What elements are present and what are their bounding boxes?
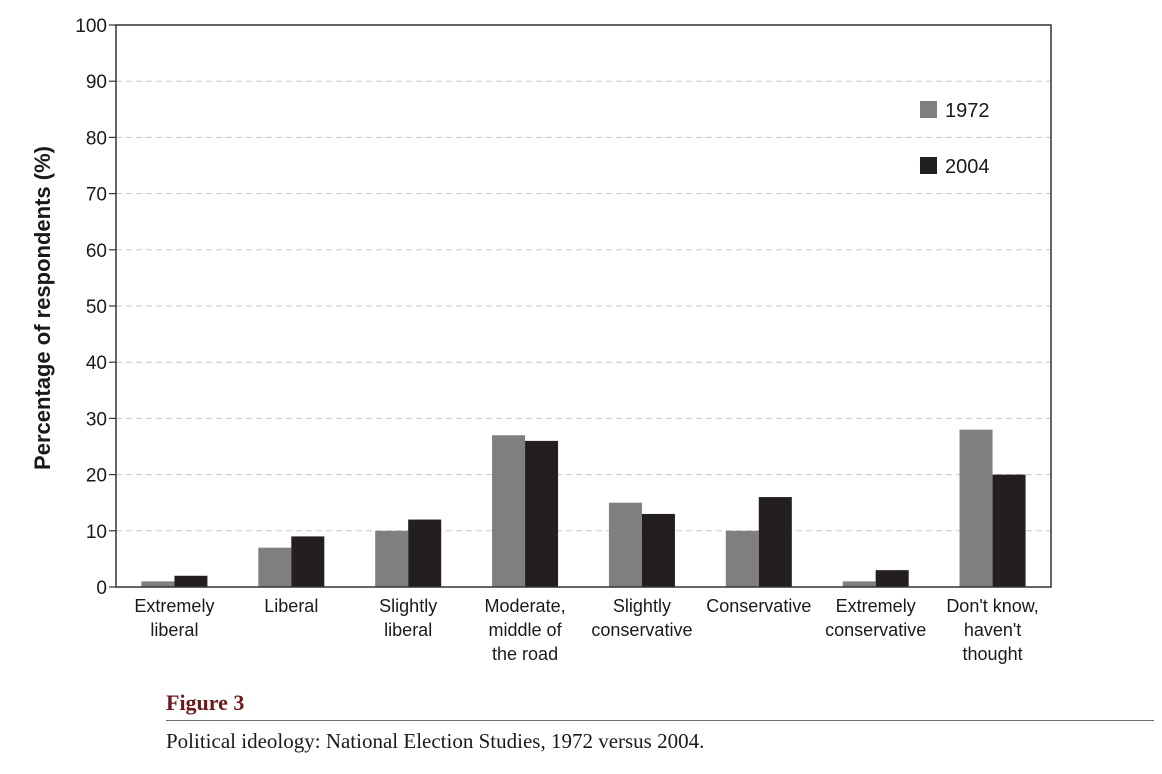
legend-swatch-1972	[920, 101, 937, 118]
y-tick-label: 30	[86, 409, 107, 430]
bar-chart: 0 10 20 30 40 50 60 70 80 90 100 Extremely liberal L…	[30, 16, 1052, 664]
bar-2004	[525, 440, 559, 587]
bar-1972	[258, 547, 292, 587]
y-tick-label: 80	[86, 128, 107, 149]
bars	[141, 429, 1026, 587]
y-tick-label: 50	[86, 297, 107, 318]
bar-1972	[959, 429, 993, 587]
bar-1972	[141, 581, 175, 587]
x-category-label: Extremely liberal	[134, 596, 214, 640]
x-category-label: Slightly conservative	[591, 596, 692, 640]
bar-2004	[291, 536, 325, 587]
x-category-label: Don't know, haven't thought	[946, 596, 1039, 664]
x-category-label: Moderate, middle of the road	[485, 596, 566, 664]
bar-2004	[174, 575, 208, 587]
bar-1972	[608, 502, 642, 587]
x-category-label: Extremely conservative	[825, 596, 926, 640]
x-category-label: Slightly liberal	[379, 596, 437, 640]
y-tick-label: 60	[86, 241, 107, 262]
bar-2004	[408, 519, 442, 587]
legend-swatch-2004	[920, 157, 937, 174]
bar-2004	[875, 570, 909, 587]
caption-divider	[166, 720, 1154, 721]
y-tick-label: 70	[86, 185, 107, 206]
x-category-label: Conservative	[706, 596, 811, 616]
bar-1972	[492, 435, 526, 587]
y-tick-label: 10	[86, 522, 107, 543]
legend-label-1972: 1972	[945, 100, 990, 122]
y-tick-label: 0	[96, 578, 107, 599]
bar-1972	[725, 530, 759, 587]
y-tick-label: 20	[86, 466, 107, 487]
y-tick-label: 90	[86, 72, 107, 93]
x-category-label: Liberal	[264, 596, 318, 616]
legend-label-2004: 2004	[945, 156, 990, 178]
gridlines	[116, 80, 1051, 532]
bar-2004	[641, 513, 675, 587]
figure-caption-block: Figure 3 Political ideology: National El…	[166, 688, 1154, 754]
bar-1972	[842, 581, 876, 587]
y-tick-label: 100	[75, 16, 107, 37]
figure-caption: Political ideology: National Election St…	[166, 729, 705, 753]
bar-2004	[992, 474, 1026, 587]
legend: 1972 2004	[920, 100, 990, 178]
bar-1972	[375, 530, 409, 587]
y-axis-title: Percentage of respondents (%)	[30, 146, 55, 470]
figure-label: Figure 3	[166, 690, 245, 715]
y-tick-label: 40	[86, 353, 107, 374]
bar-2004	[758, 497, 792, 587]
x-axis-category-labels: Extremely liberal Liberal Slightly liberal Mo…	[134, 596, 1038, 664]
y-axis-ticks: 0 10 20 30 40 50 60 70 80 90 100	[75, 16, 116, 599]
